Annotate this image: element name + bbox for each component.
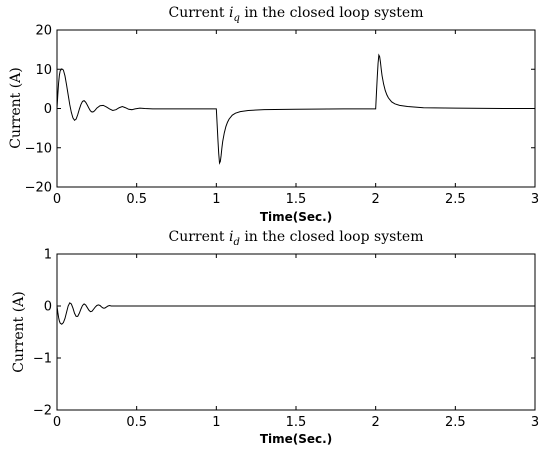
chart-id-title-var: i: [229, 229, 233, 245]
chart-iq-x-tick-label: 0: [53, 192, 61, 207]
chart-id-x-tick-label: 0.5: [126, 415, 147, 430]
chart-iq-y-label: Current (A): [8, 67, 24, 149]
chart-id-x-tick-label: 1.5: [286, 415, 307, 430]
chart-iq-ticks: 0 0.5 1 1.5 2 2.5 3 −20 −10 0 10 20: [25, 24, 540, 208]
chart-iq-x-label: Time(Sec.): [260, 210, 332, 224]
chart-id-x-tick-label: 2.5: [445, 415, 466, 430]
chart-iq: Current iq in the closed loop system 0 0.…: [8, 5, 539, 224]
chart-iq-x-tick-label: 0.5: [126, 192, 147, 207]
chart-id-title-sub: d: [233, 237, 239, 248]
chart-id-x-label: Time(Sec.): [260, 432, 332, 446]
chart-id-y-tick-label: 1: [44, 248, 52, 263]
chart-iq-y-tick-label: −20: [25, 181, 52, 196]
chart-id-x-tick-label: 3: [531, 415, 539, 430]
chart-id-series: [56, 302, 535, 325]
chart-iq-x-tick-label: 1.5: [286, 192, 307, 207]
chart-iq-title-suffix: in the closed loop system: [240, 5, 424, 21]
chart-id-series-line: [56, 302, 535, 325]
chart-iq-title: Current iq in the closed loop system: [168, 5, 423, 24]
chart-iq-title-prefix: Current: [168, 5, 229, 21]
chart-iq-series: [56, 53, 535, 165]
chart-id-x-tick-label: 1: [212, 415, 220, 430]
chart-iq-x-tick-label: 2.5: [445, 192, 466, 207]
chart-id-x-tick-label: 2: [372, 415, 380, 430]
chart-id-ticks: 0 0.5 1 1.5 2 2.5 3 −2 −1 0 1: [33, 248, 539, 431]
chart-iq-x-tick-label: 1: [212, 192, 220, 207]
chart-iq-y-tick-label: 0: [44, 102, 52, 117]
chart-iq-y-tick-label: −10: [25, 141, 52, 156]
chart-iq-title-sub: q: [233, 13, 239, 24]
chart-iq-y-tick-label: 10: [35, 63, 52, 78]
chart-id-y-tick-label: 0: [44, 300, 52, 315]
chart-id: Current id in the closed loop system 0 0.…: [11, 229, 539, 446]
chart-id-title-prefix: Current: [168, 229, 229, 245]
chart-iq-title-var: i: [229, 5, 233, 21]
chart-id-y-tick-label: −1: [33, 352, 52, 367]
chart-id-y-tick-label: −2: [33, 404, 52, 419]
chart-id-x-tick-label: 0: [53, 415, 61, 430]
chart-iq-x-tick-label: 3: [531, 192, 539, 207]
chart-id-plot-area: [56, 253, 536, 411]
chart-iq-y-tick-label: 20: [35, 24, 52, 39]
chart-id-y-label: Current (A): [11, 291, 27, 373]
chart-iq-series-line: [56, 53, 535, 165]
chart-id-title-suffix: in the closed loop system: [240, 229, 424, 245]
chart-iq-x-tick-label: 2: [372, 192, 380, 207]
chart-id-title: Current id in the closed loop system: [168, 229, 423, 248]
